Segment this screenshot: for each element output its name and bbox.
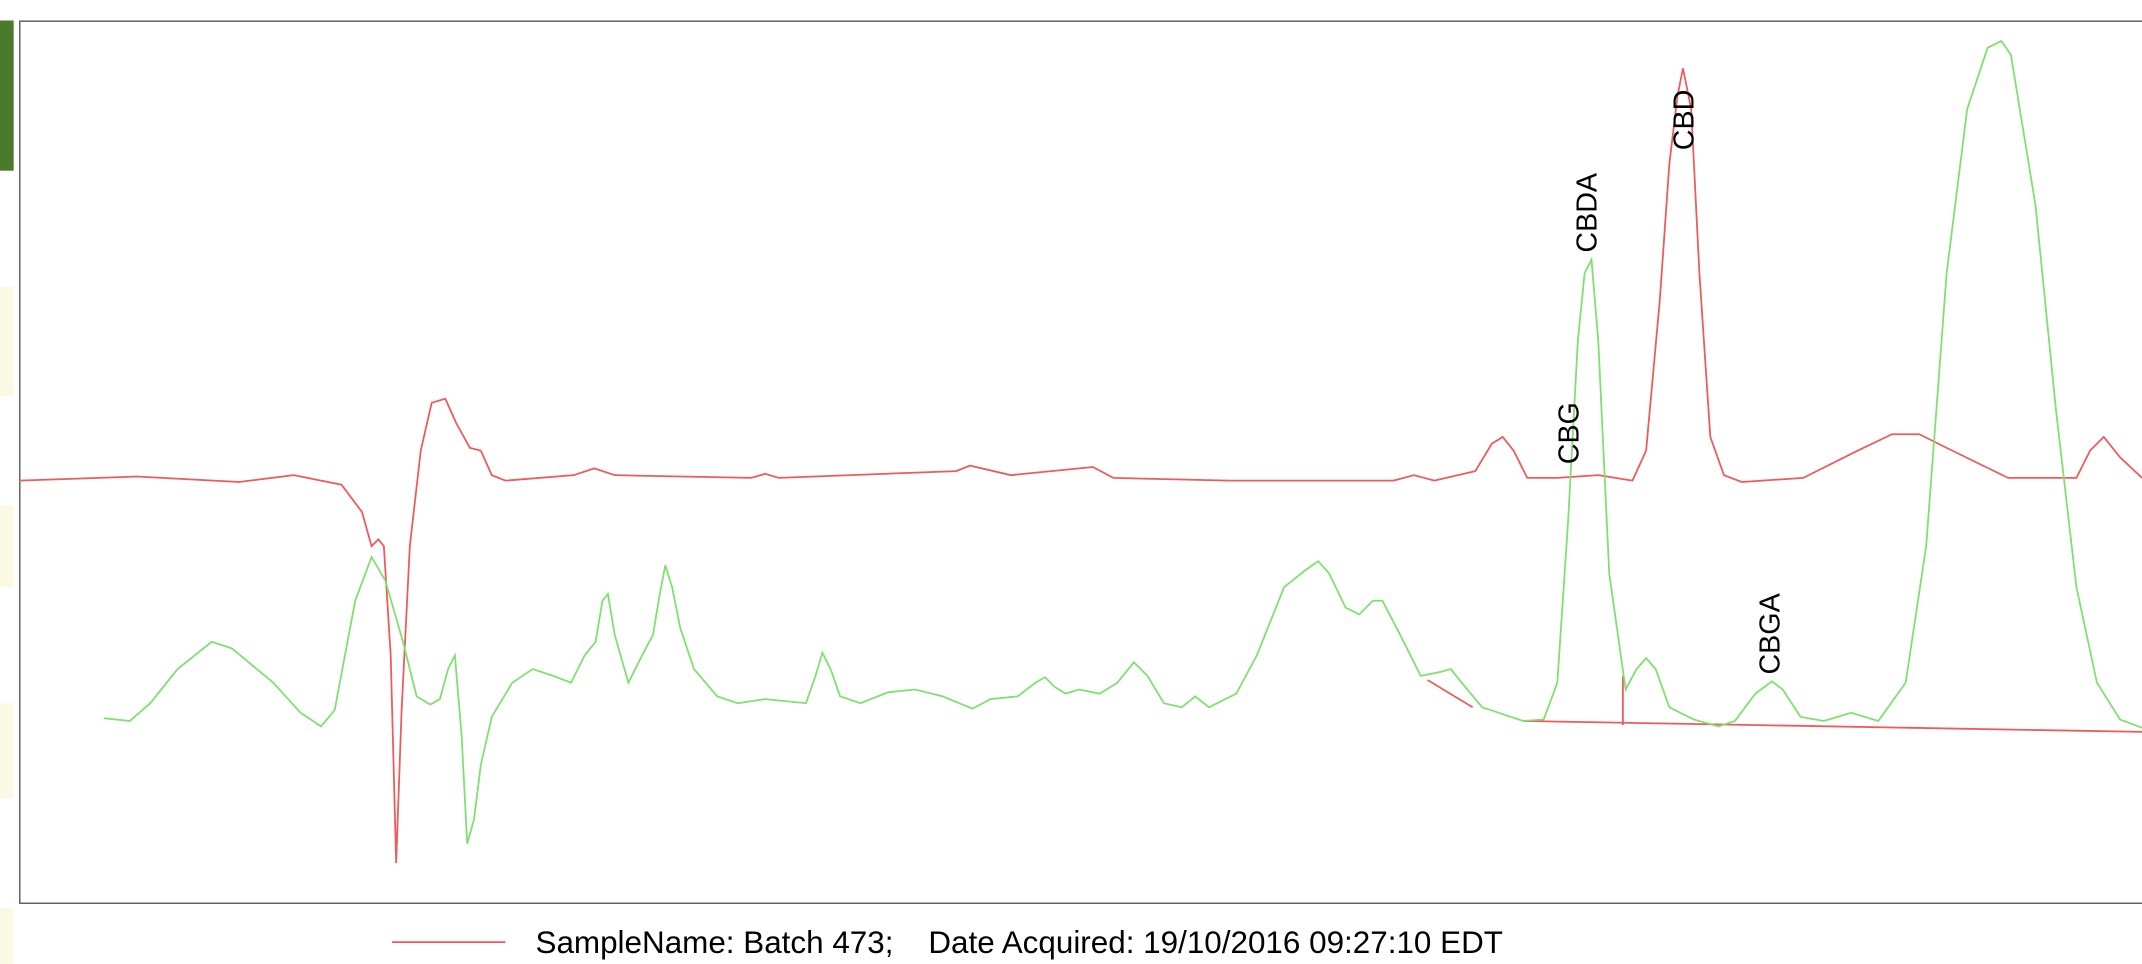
side-tab (0, 20, 14, 171)
plot-area (19, 39, 2142, 863)
legend-label: SampleName: Batch 473; Date Acquired: 19… (536, 925, 1503, 960)
trace-line (19, 68, 2142, 863)
side-strip (0, 703, 14, 799)
peak-label: CBGA (1754, 592, 1786, 674)
peak-label: CBDA (1571, 172, 1603, 253)
annotations: CBG CBDA CBD CBGA (1554, 90, 1787, 675)
side-strip (0, 286, 14, 396)
plot-frame (19, 20, 2142, 904)
baseline (1523, 720, 2142, 733)
side-strip (0, 908, 14, 964)
peak-label: CBG (1554, 402, 1586, 464)
baseline (1427, 679, 1474, 709)
side-strip (0, 505, 14, 588)
peak-label: CBD (1668, 90, 1700, 151)
legend: SampleName: Batch 473; Date Acquired: 19… (392, 925, 1503, 960)
trace-line (103, 39, 2142, 845)
